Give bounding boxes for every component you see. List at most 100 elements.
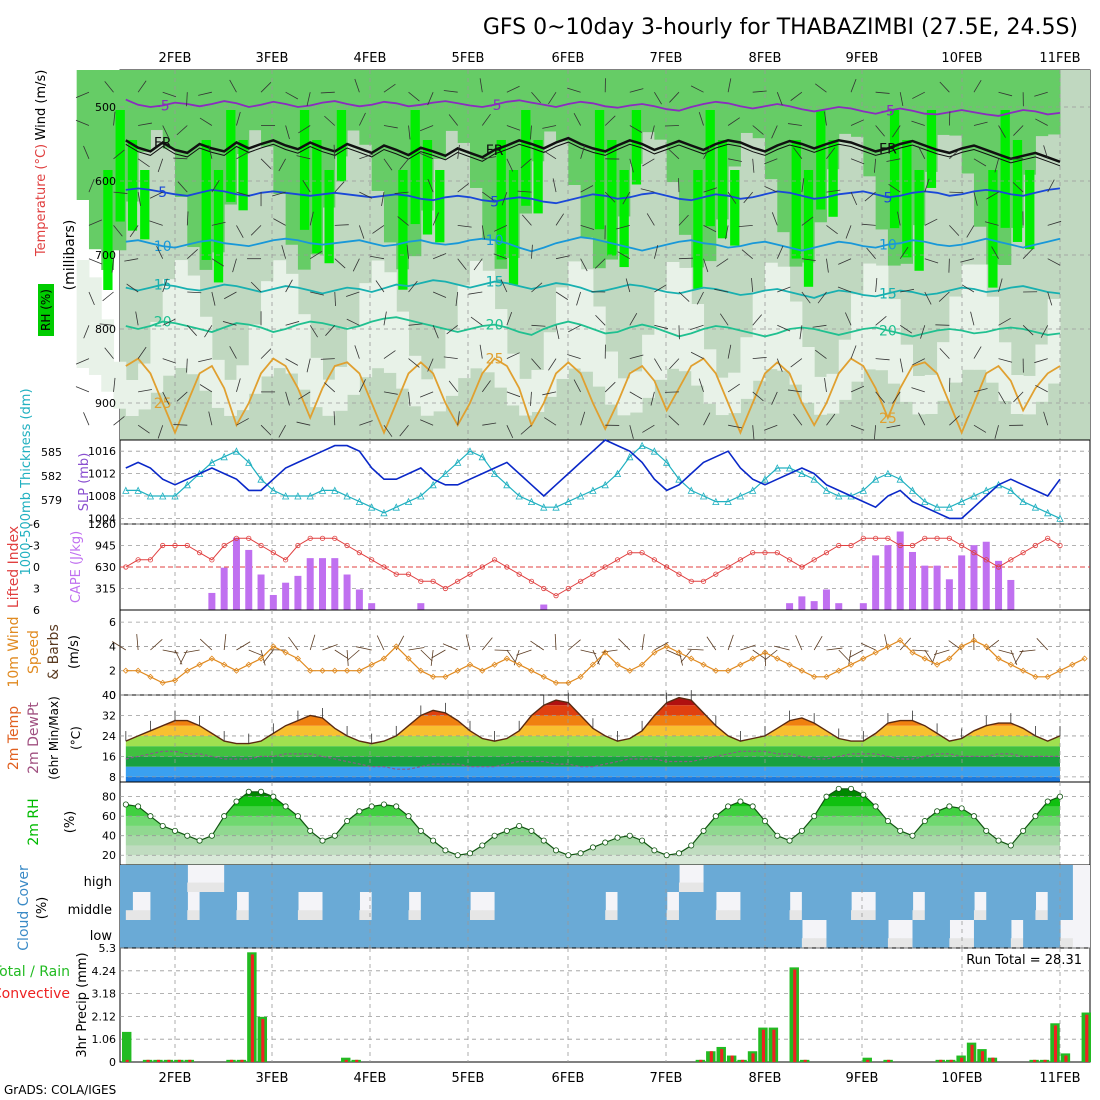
thickness-marker (675, 475, 683, 483)
wind-barb (728, 424, 742, 429)
precip-convective-bar (177, 1059, 181, 1062)
thickness-marker (171, 492, 179, 500)
wind-speed-marker (835, 667, 842, 674)
wind-barb (309, 250, 323, 260)
wind-barb (799, 325, 803, 340)
temp-tick-label: 16 (102, 750, 116, 763)
rh-core (705, 110, 715, 227)
rh-marker (221, 813, 228, 820)
rh-tick-label: 20 (102, 849, 116, 862)
wind-barb (354, 78, 360, 93)
wind-barb (678, 214, 689, 226)
wind-barb-10m (795, 635, 803, 651)
rh-dry-pocket (838, 339, 852, 400)
cape-bar (208, 592, 216, 610)
precip-tick-label: 0 (109, 1056, 116, 1069)
wind-barb (568, 324, 581, 333)
cloud-cell (494, 920, 508, 948)
wind-barb (394, 191, 409, 194)
cloud-cell (248, 892, 262, 920)
rh-marker (417, 827, 424, 834)
wind-barb (359, 420, 373, 426)
rh-dry-pocket (715, 377, 729, 416)
wind-barb (306, 358, 311, 373)
cloud-cell (297, 910, 311, 920)
cloud-cell (322, 865, 336, 892)
wind-speed-marker (552, 679, 560, 686)
wind-barb (580, 411, 586, 426)
wind-barb (99, 323, 114, 326)
lifted-index-marker (786, 557, 793, 563)
thickness-line (125, 444, 1061, 519)
isotherm-label: 5 (883, 190, 892, 206)
rh-dry-pocket (703, 349, 717, 404)
cape-bar (1007, 579, 1015, 610)
rh-dry-pocket (765, 262, 778, 370)
wind-barb (986, 191, 999, 200)
wind-barb-10m (641, 634, 645, 651)
wind-barb-10m (346, 649, 349, 666)
rh-marker (626, 832, 633, 839)
rh-marker (331, 832, 338, 839)
cloud-cell (187, 882, 201, 892)
wind-barb (468, 291, 483, 295)
rh-marker (848, 785, 855, 792)
cloud-cell (187, 920, 201, 948)
wind-barb (654, 91, 662, 105)
wind-barb (333, 411, 336, 426)
wind-barb (383, 125, 398, 129)
wind-barb (273, 218, 286, 226)
wind-speed-marker (442, 673, 449, 680)
lifted-index-marker (713, 571, 719, 577)
wind-barb (88, 291, 95, 306)
thickness-marker (392, 503, 400, 511)
wind-barb (1022, 325, 1034, 336)
temp-band (125, 725, 1061, 736)
rh-marker (823, 793, 830, 800)
thickness-marker (871, 475, 880, 483)
wind-barb (370, 255, 385, 260)
wind-barb (320, 358, 335, 360)
cloud-cell (457, 865, 471, 892)
wind-barb (555, 213, 565, 226)
wind-barb (446, 324, 458, 335)
cape-bar (798, 596, 806, 610)
lifted-index-marker (897, 542, 903, 549)
wind-speed-marker (811, 673, 818, 680)
thickness-marker (613, 469, 622, 477)
wind-barb (920, 325, 926, 339)
wind-barb (973, 158, 987, 167)
isotherm-label: 20 (154, 315, 172, 331)
isotherm-line (125, 136, 1061, 163)
rh-marker (405, 813, 412, 820)
lifted-index-marker (922, 535, 928, 541)
chart-title: GFS 0~10day 3-hourly for THABAZIMBI (27.… (483, 15, 1078, 40)
wind-barb (690, 85, 704, 93)
precip-convective-bar (355, 1059, 359, 1062)
rh-band (740, 70, 754, 133)
date-label-top: 4FEB (354, 51, 387, 66)
cloud-cell (789, 920, 803, 948)
date-label-bottom: 10FEB (941, 1071, 982, 1086)
rh-marker (675, 850, 682, 857)
lifted-index-marker (873, 535, 879, 541)
precip-total-bar (122, 1031, 132, 1062)
lifted-index-marker (676, 571, 682, 577)
wind-barb (874, 425, 877, 440)
date-label-bottom: 8FEB (749, 1071, 782, 1086)
wind-speed-marker (257, 655, 265, 662)
lifted-index-marker (578, 578, 584, 584)
wind-barb (375, 280, 385, 293)
rh-marker (958, 805, 965, 812)
wind-barb (567, 354, 581, 359)
pressure-tick-label: 800 (95, 323, 116, 336)
wind-barb (530, 125, 532, 140)
cloud-cell (359, 865, 373, 892)
cape-bar (294, 575, 302, 610)
cloud-cell (1035, 920, 1049, 948)
wind-barb (973, 79, 982, 93)
cloud-cell (175, 892, 188, 920)
wind-barb (296, 155, 311, 160)
rh-marker (884, 818, 891, 825)
precip-convective-bar (156, 1059, 161, 1062)
